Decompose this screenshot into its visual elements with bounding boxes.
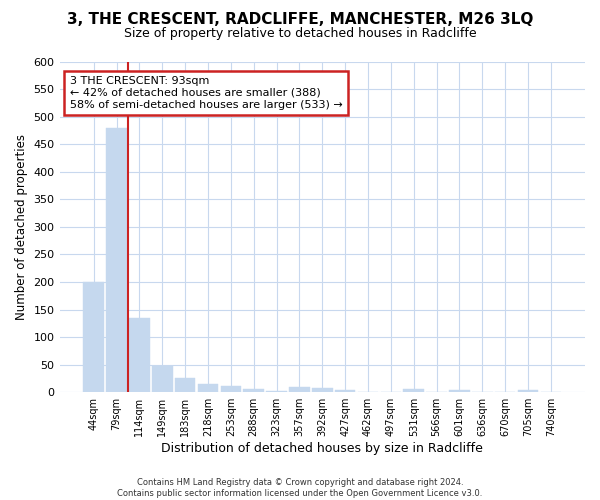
Bar bbox=[312, 388, 332, 392]
Y-axis label: Number of detached properties: Number of detached properties bbox=[15, 134, 28, 320]
Text: 3 THE CRESCENT: 93sqm
← 42% of detached houses are smaller (388)
58% of semi-det: 3 THE CRESCENT: 93sqm ← 42% of detached … bbox=[70, 76, 343, 110]
Bar bbox=[403, 390, 424, 392]
X-axis label: Distribution of detached houses by size in Radcliffe: Distribution of detached houses by size … bbox=[161, 442, 483, 455]
Bar bbox=[106, 128, 127, 392]
Bar bbox=[335, 390, 355, 392]
Bar bbox=[289, 387, 310, 392]
Text: 3, THE CRESCENT, RADCLIFFE, MANCHESTER, M26 3LQ: 3, THE CRESCENT, RADCLIFFE, MANCHESTER, … bbox=[67, 12, 533, 28]
Text: Size of property relative to detached houses in Radcliffe: Size of property relative to detached ho… bbox=[124, 28, 476, 40]
Bar bbox=[266, 391, 287, 392]
Bar bbox=[244, 389, 264, 392]
Bar bbox=[198, 384, 218, 392]
Bar bbox=[83, 282, 104, 392]
Bar bbox=[175, 378, 196, 392]
Bar bbox=[152, 366, 173, 392]
Bar bbox=[449, 390, 470, 392]
Bar bbox=[221, 386, 241, 392]
Bar bbox=[518, 390, 538, 392]
Text: Contains HM Land Registry data © Crown copyright and database right 2024.
Contai: Contains HM Land Registry data © Crown c… bbox=[118, 478, 482, 498]
Bar bbox=[129, 318, 150, 392]
